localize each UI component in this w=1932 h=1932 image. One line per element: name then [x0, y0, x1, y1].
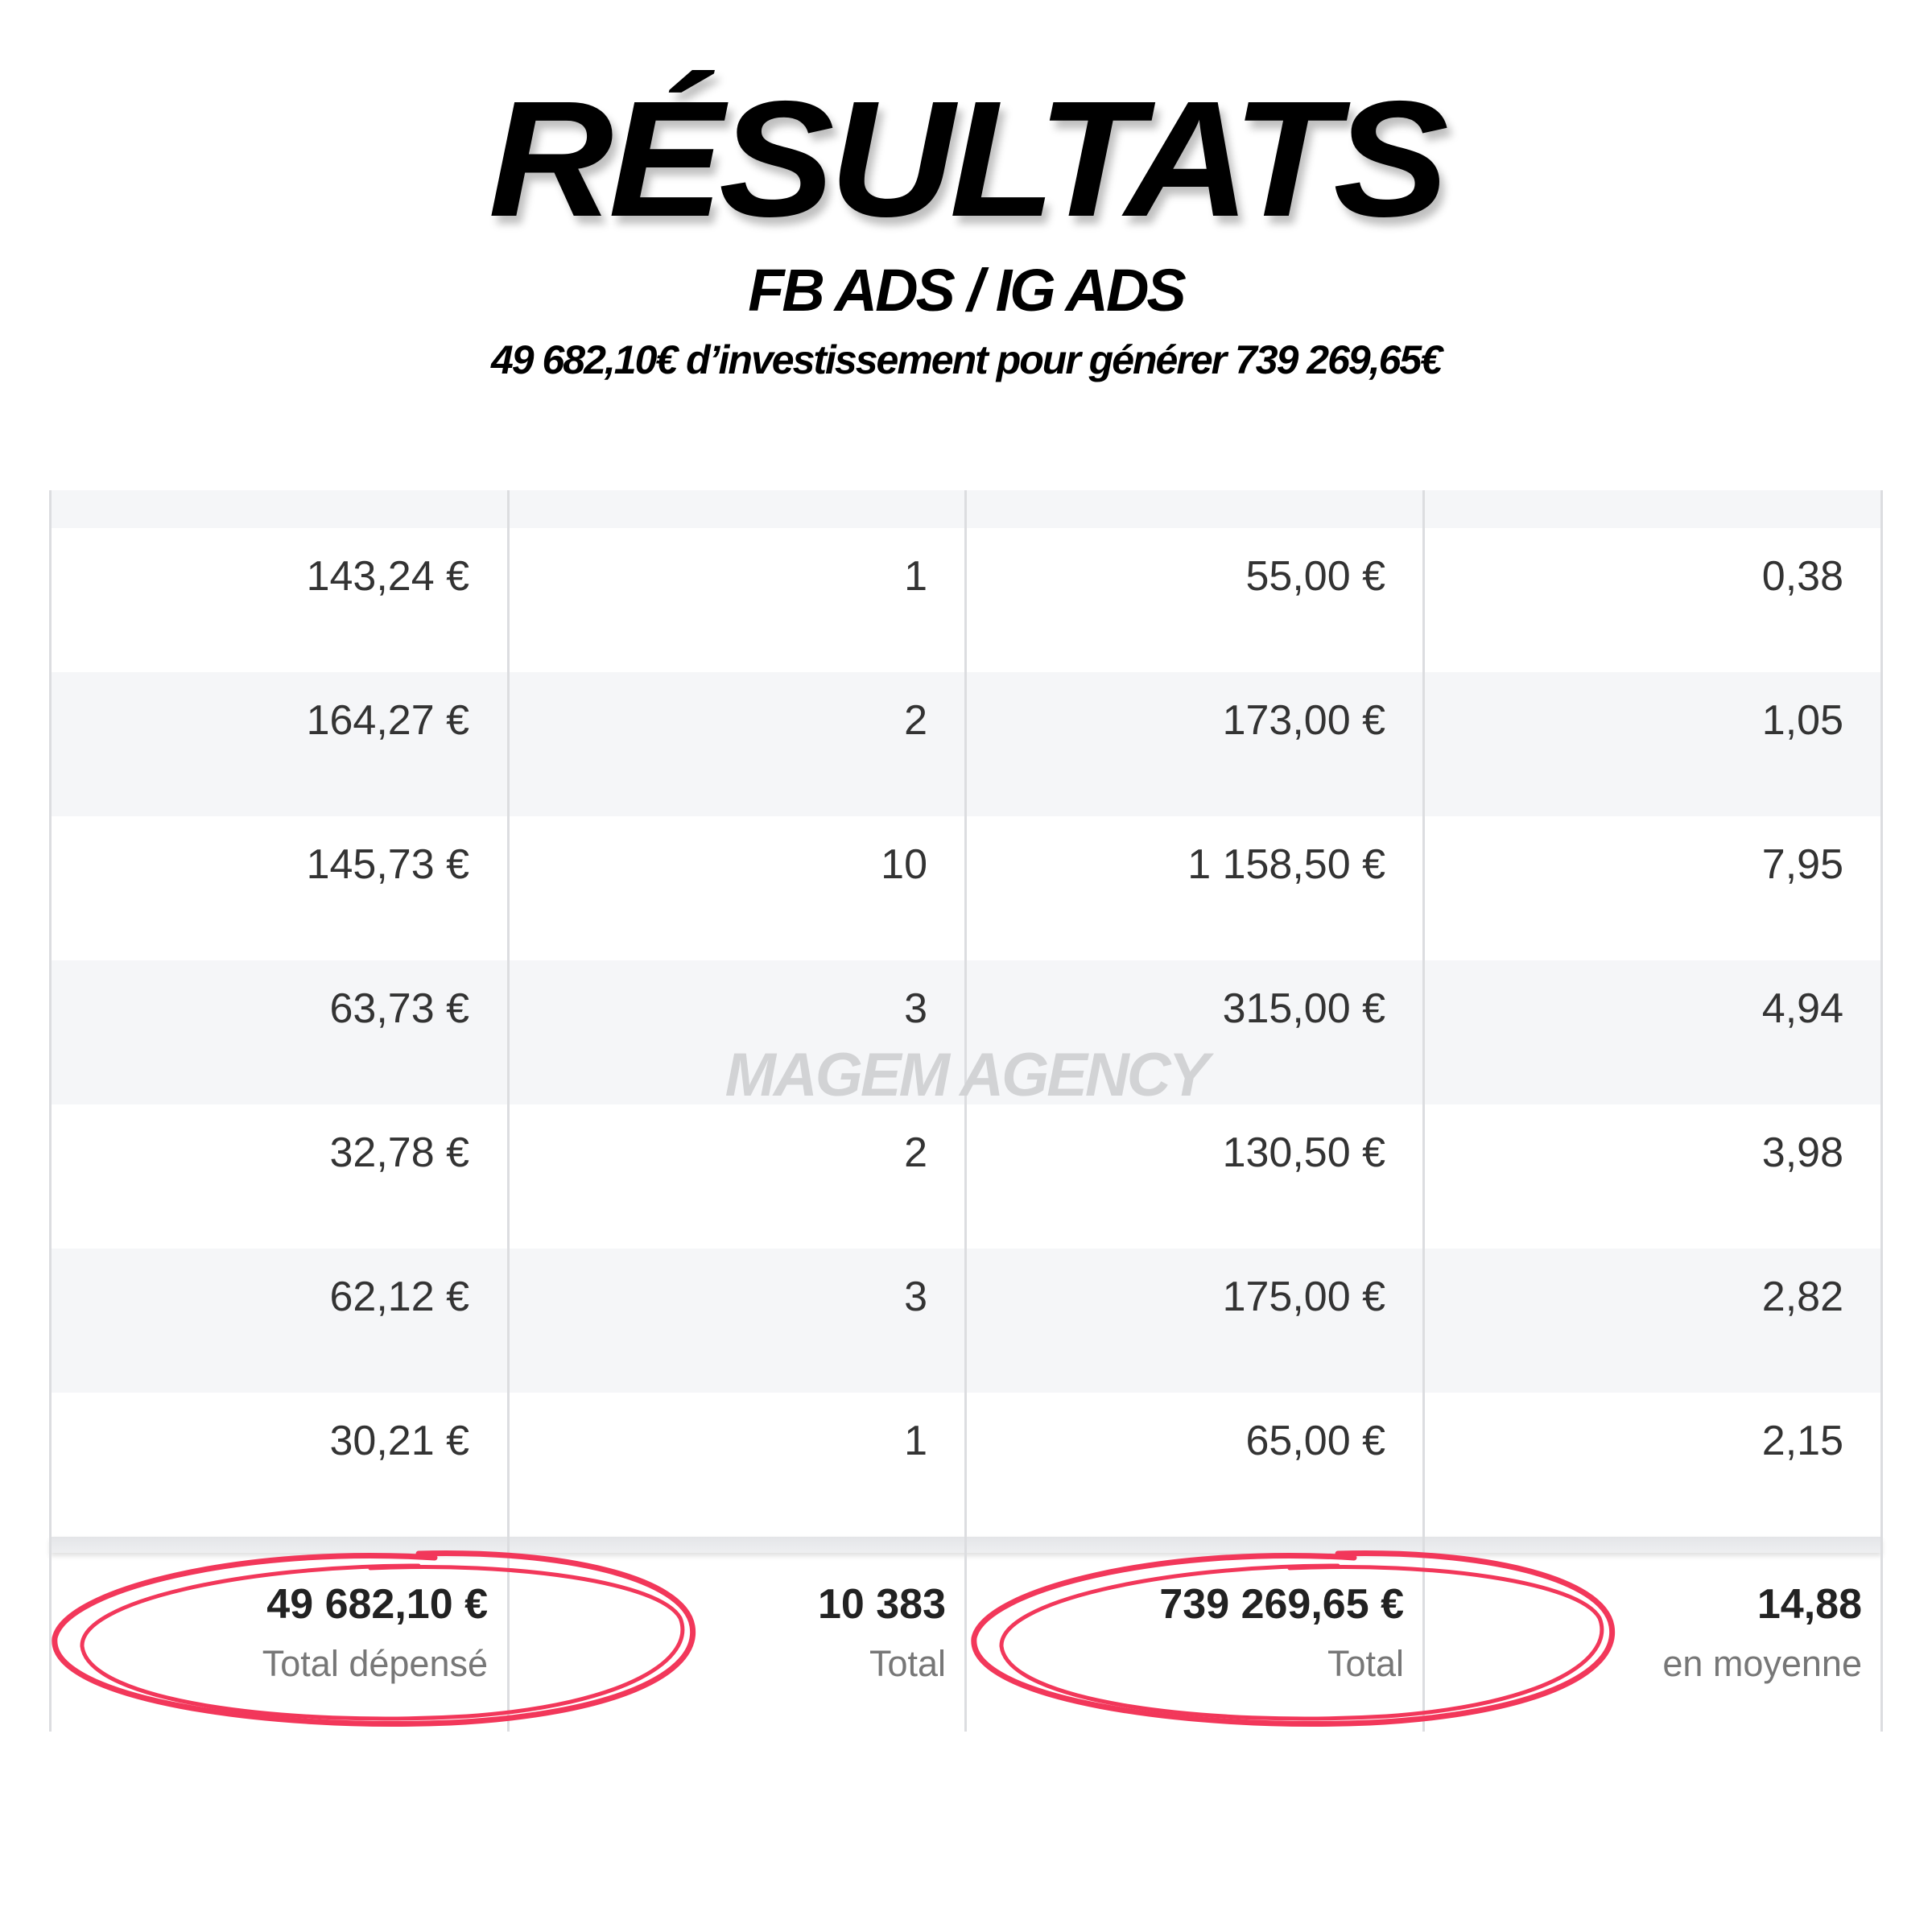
table-row: 143,24 € 1 55,00 € 0,38 [50, 528, 1882, 672]
column-divider [507, 490, 510, 1732]
highlight-circle-revenue [999, 1563, 1604, 1721]
count-cell: 2 [904, 1129, 927, 1176]
total-label: en moyenne [1662, 1643, 1862, 1684]
page-subtitle: FB ADS / IG ADS [748, 257, 1187, 324]
average-cell: 14,88 en moyenne [1424, 1553, 1882, 1734]
count-cell: 3 [904, 985, 927, 1032]
count-cell: 1 [904, 553, 927, 600]
total-label: Total [869, 1643, 946, 1684]
page-title: RÉSULTATS [488, 67, 1449, 251]
ratio-cell: 1,05 [1761, 697, 1843, 744]
spend-cell: 145,73 € [306, 841, 469, 888]
total-value: 739 269,65 € [1159, 1581, 1404, 1628]
ratio-cell: 0,38 [1761, 553, 1843, 600]
revenue-cell: 315,00 € [1222, 985, 1385, 1032]
total-label: Total [1327, 1643, 1404, 1684]
totals-row: 49 682,10 € Total dépensé 10 383 Total 739… [50, 1553, 1882, 1734]
watermark: MAGEM AGENCY [724, 1041, 1210, 1109]
total-count-cell: 10 383 Total [508, 1553, 966, 1734]
column-divider [964, 490, 967, 1732]
revenue-cell: 173,00 € [1222, 697, 1385, 744]
column-divider [1422, 490, 1425, 1732]
total-value: 10 383 [817, 1581, 946, 1628]
total-spent-cell: 49 682,10 € Total dépensé [50, 1553, 508, 1734]
highlight-circle-spent [80, 1563, 685, 1721]
count-cell: 2 [904, 697, 927, 744]
revenue-cell: 65,00 € [1245, 1418, 1386, 1464]
spend-cell: 164,27 € [306, 697, 469, 744]
highlight-circle-revenue [971, 1550, 1616, 1727]
highlight-circle-spent [52, 1550, 696, 1727]
total-value: 14,88 [1757, 1581, 1862, 1628]
spend-cell: 32,78 € [329, 1129, 470, 1176]
count-cell: 3 [904, 1274, 927, 1320]
table-row: 30,21 € 1 65,00 € 2,15 [50, 1393, 1882, 1537]
tagline: 49 682,10€ d’investissement pour générer… [490, 337, 1443, 382]
count-cell: 10 [881, 841, 927, 888]
total-value: 49 682,10 € [266, 1581, 488, 1628]
spend-cell: 62,12 € [329, 1274, 470, 1320]
ratio-cell: 7,95 [1761, 841, 1843, 888]
ratio-cell: 4,94 [1761, 985, 1843, 1032]
ratio-cell: 3,98 [1761, 1129, 1843, 1176]
revenue-cell: 1 158,50 € [1187, 841, 1385, 888]
ratio-cell: 2,15 [1761, 1418, 1843, 1464]
spend-cell: 143,24 € [306, 553, 469, 600]
revenue-cell: 55,00 € [1245, 553, 1386, 600]
total-label: Total dépensé [262, 1643, 488, 1684]
spend-cell: 30,21 € [329, 1418, 470, 1464]
spend-cell: 63,73 € [329, 985, 470, 1032]
count-cell: 1 [904, 1418, 927, 1464]
table-row: 32,78 € 2 130,50 € 3,98 [50, 1104, 1882, 1249]
column-divider [1880, 490, 1883, 1732]
column-divider [49, 490, 52, 1732]
revenue-cell: 130,50 € [1222, 1129, 1385, 1176]
table-row: 145,73 € 10 1 158,50 € 7,95 [50, 816, 1882, 960]
ratio-cell: 2,82 [1761, 1274, 1843, 1320]
revenue-cell: 175,00 € [1222, 1274, 1385, 1320]
total-revenue-cell: 739 269,65 € Total [966, 1553, 1424, 1734]
